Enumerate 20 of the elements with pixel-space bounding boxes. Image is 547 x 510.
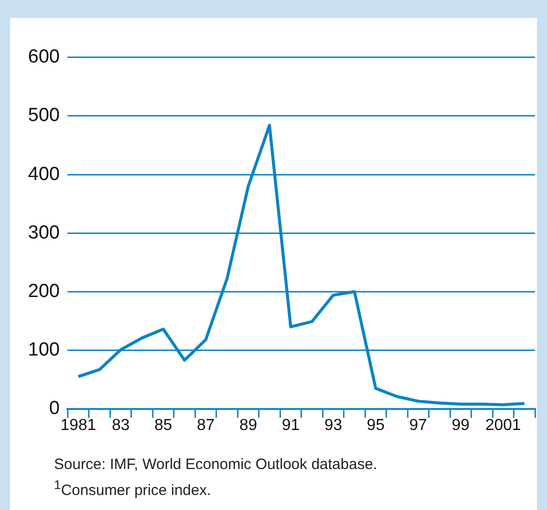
source-note: Source: IMF, World Economic Outlook database. bbox=[54, 455, 378, 475]
y-tick-label: 200 bbox=[28, 280, 60, 302]
x-tick-label: 87 bbox=[196, 416, 215, 434]
y-tick-label: 100 bbox=[28, 339, 60, 360]
x-tick-label: 97 bbox=[409, 416, 428, 434]
x-tick-label: 1981 bbox=[60, 416, 96, 434]
text: $^{1}$Consumer price index. bbox=[54, 477, 212, 501]
x-tick-label: 83 bbox=[112, 416, 130, 434]
x-tick-label: 93 bbox=[324, 416, 342, 434]
x-tick-label: 99 bbox=[452, 416, 470, 434]
y-tick-label: 0 bbox=[49, 398, 60, 420]
x-tick-label: 85 bbox=[154, 416, 172, 434]
y-tick-label: 600 bbox=[28, 46, 60, 68]
y-tick-label: 300 bbox=[28, 222, 60, 244]
x-tick-label: 91 bbox=[282, 416, 300, 434]
x-tick-label: 95 bbox=[366, 416, 385, 434]
x-tick-label: 89 bbox=[239, 416, 258, 434]
y-tick-label: 400 bbox=[28, 164, 60, 185]
x-tick-label: 2001 bbox=[485, 416, 522, 434]
y-tick-label: 500 bbox=[28, 105, 60, 126]
